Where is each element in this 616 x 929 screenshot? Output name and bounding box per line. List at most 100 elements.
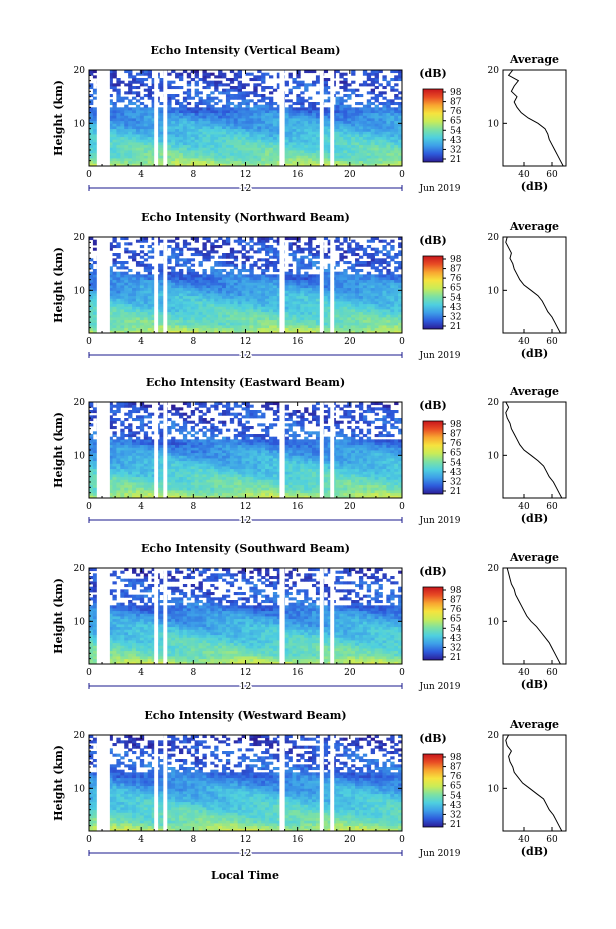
heatmap-cell	[229, 319, 235, 323]
heatmap-cell	[182, 290, 188, 294]
heatmap-cell	[312, 152, 317, 156]
heatmap-cell	[222, 72, 227, 76]
heatmap-cell	[241, 245, 246, 249]
heatmap-cell	[378, 295, 383, 299]
heatmap-cell	[245, 72, 250, 76]
heatmap-cell	[229, 285, 235, 289]
heatmap-cell	[276, 131, 282, 135]
heatmap-cell	[355, 152, 360, 156]
heatmap-cell	[343, 112, 348, 116]
heatmap-cell	[335, 99, 340, 103]
heatmap-cell	[257, 311, 262, 315]
heatmap-cell	[394, 306, 399, 310]
heatmap-cell	[327, 495, 332, 499]
heatmap-cell	[147, 88, 152, 92]
heatmap-cell	[327, 242, 332, 246]
heatmap-cell	[245, 309, 250, 313]
heatmap-cell	[315, 330, 321, 334]
heatmap-cell	[394, 75, 399, 79]
heatmap-cell	[358, 139, 364, 143]
heatmap-cell	[374, 282, 379, 286]
heatmap-cell	[182, 285, 188, 289]
heatmap-cell	[108, 330, 113, 334]
heatmap-cell	[257, 147, 262, 151]
heatmap-cell	[327, 492, 332, 496]
heatmap-cell	[135, 319, 141, 323]
heatmap-cell	[214, 134, 219, 138]
heatmap-cell	[128, 322, 133, 326]
heatmap-cell	[151, 102, 156, 106]
heatmap-cell	[233, 147, 239, 151]
heatmap-cell	[135, 293, 141, 297]
heatmap-cell	[135, 91, 141, 95]
heatmap-cell	[198, 115, 203, 119]
heatmap-cell	[284, 279, 289, 283]
heatmap-cell	[339, 327, 344, 331]
heatmap-cell	[366, 245, 372, 249]
heatmap-cell	[382, 317, 387, 321]
heatmap-cell	[124, 110, 129, 114]
heatmap-cell	[225, 136, 231, 140]
heatmap-cell	[288, 319, 293, 323]
heatmap-cell	[335, 277, 340, 281]
heatmap-cell	[202, 303, 207, 307]
heatmap-cell	[202, 285, 207, 289]
heatmap-cell	[210, 290, 215, 294]
heatmap-cell	[159, 112, 164, 116]
heatmap-cell	[178, 279, 184, 283]
heatmap-cell	[366, 123, 372, 127]
heatmap-cell	[312, 155, 317, 159]
heatmap-cell	[296, 285, 301, 289]
heatmap-cell	[190, 290, 196, 294]
heatmap-cell	[139, 96, 145, 100]
heatmap-cell	[312, 160, 317, 164]
heatmap-cell	[265, 112, 270, 116]
heatmap-cell	[358, 115, 364, 119]
heatmap-cell	[339, 104, 344, 108]
heatmap-cell	[229, 317, 235, 321]
heatmap-cell	[378, 152, 383, 156]
heatmap-cell	[257, 306, 262, 310]
heatmap-cell	[159, 102, 164, 106]
heatmap-cell	[151, 96, 156, 100]
heatmap-cell	[300, 163, 305, 167]
heatmap-cell	[327, 136, 332, 140]
heatmap-cell	[159, 277, 164, 281]
heatmap-cell	[268, 261, 274, 265]
heatmap-cell	[186, 150, 192, 154]
heatmap-cell	[186, 306, 192, 310]
heatmap-cell	[186, 314, 192, 318]
heatmap-cell	[347, 118, 352, 122]
heatmap-cell	[265, 303, 270, 307]
heatmap-cell	[339, 160, 344, 164]
heatmap-cell	[222, 147, 227, 151]
heatmap-cell	[147, 255, 152, 259]
heatmap-cell	[108, 155, 113, 159]
heatmap-cell	[241, 118, 246, 122]
heatmap-cell	[89, 136, 94, 140]
heatmap-cell	[194, 282, 199, 286]
heatmap-cell	[351, 247, 356, 251]
heatmap-cell	[268, 107, 274, 111]
heatmap-cell	[386, 261, 391, 265]
heatmap-cell	[198, 279, 203, 283]
heatmap-cell	[374, 96, 379, 100]
heatmap-cell	[120, 495, 125, 499]
heatmap-cell	[194, 317, 199, 321]
heatmap-cell	[312, 298, 317, 302]
heatmap-cell	[178, 263, 184, 267]
heatmap-cell	[233, 311, 239, 315]
heatmap-cell	[120, 266, 125, 270]
heatmap-cell	[233, 330, 239, 334]
heatmap-cell	[288, 128, 293, 132]
heatmap-cell	[304, 112, 309, 116]
heatmap-cell	[89, 271, 94, 275]
heatmap-cell	[390, 293, 395, 297]
heatmap-cell	[394, 118, 399, 122]
heatmap-cell	[182, 282, 188, 286]
heatmap-cell	[374, 277, 379, 281]
heatmap-cell	[390, 303, 395, 307]
heatmap-cell	[355, 147, 360, 151]
heatmap-cell	[374, 269, 379, 273]
panel-title: Echo Intensity (Northward Beam)	[141, 211, 350, 224]
